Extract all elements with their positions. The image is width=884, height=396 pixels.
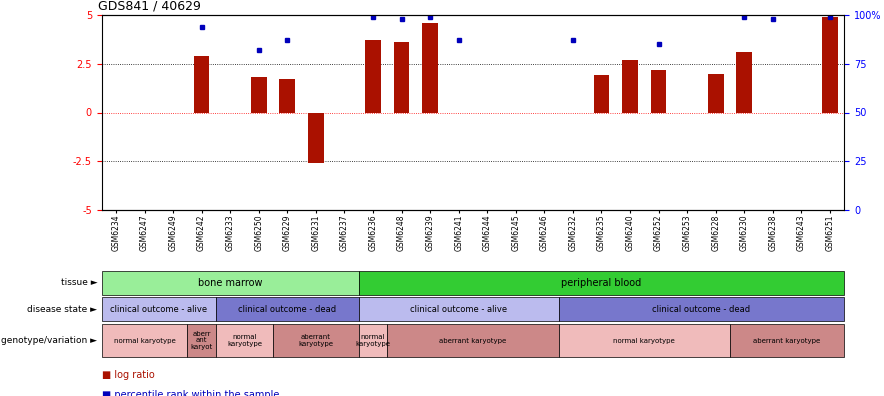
Bar xyxy=(651,70,667,112)
Text: peripheral blood: peripheral blood xyxy=(561,278,642,287)
Text: aberrant
karyotype: aberrant karyotype xyxy=(299,334,333,347)
Bar xyxy=(216,324,273,357)
Text: ■ percentile rank within the sample: ■ percentile rank within the sample xyxy=(102,390,279,396)
Text: normal karyotype: normal karyotype xyxy=(613,337,675,343)
Text: genotype/variation ►: genotype/variation ► xyxy=(1,336,97,345)
Bar xyxy=(393,42,409,112)
Text: normal karyotype: normal karyotype xyxy=(114,337,175,343)
Bar xyxy=(273,324,359,357)
Bar xyxy=(559,324,730,357)
Text: tissue ►: tissue ► xyxy=(61,278,97,287)
Text: bone marrow: bone marrow xyxy=(198,278,263,287)
Text: ■ log ratio: ■ log ratio xyxy=(102,370,155,380)
Bar xyxy=(365,40,381,112)
Bar xyxy=(359,297,559,322)
Bar xyxy=(736,52,752,112)
Bar xyxy=(102,297,216,322)
Bar xyxy=(102,270,359,295)
Bar xyxy=(423,23,438,112)
Bar xyxy=(251,77,267,112)
Text: normal
karyotype: normal karyotype xyxy=(227,334,262,347)
Bar xyxy=(730,324,844,357)
Bar xyxy=(216,297,359,322)
Bar xyxy=(359,270,844,295)
Text: disease state ►: disease state ► xyxy=(27,305,97,314)
Bar xyxy=(594,76,609,112)
Bar xyxy=(359,324,387,357)
Text: clinical outcome - alive: clinical outcome - alive xyxy=(110,305,208,314)
Bar xyxy=(559,297,844,322)
Bar xyxy=(708,74,724,112)
Bar xyxy=(194,56,210,112)
Text: aberrant karyotype: aberrant karyotype xyxy=(753,337,820,343)
Bar xyxy=(387,324,559,357)
Bar xyxy=(308,112,324,163)
Bar xyxy=(822,17,838,112)
Bar xyxy=(622,60,638,112)
Bar xyxy=(279,79,295,112)
Bar xyxy=(102,324,187,357)
Text: clinical outcome - dead: clinical outcome - dead xyxy=(652,305,751,314)
Bar xyxy=(187,324,216,357)
Text: GDS841 / 40629: GDS841 / 40629 xyxy=(98,0,201,12)
Text: aberr
ant
karyot: aberr ant karyot xyxy=(190,331,213,350)
Text: aberrant karyotype: aberrant karyotype xyxy=(439,337,507,343)
Text: clinical outcome - dead: clinical outcome - dead xyxy=(238,305,337,314)
Text: clinical outcome - alive: clinical outcome - alive xyxy=(410,305,507,314)
Text: normal
karyotype: normal karyotype xyxy=(355,334,391,347)
